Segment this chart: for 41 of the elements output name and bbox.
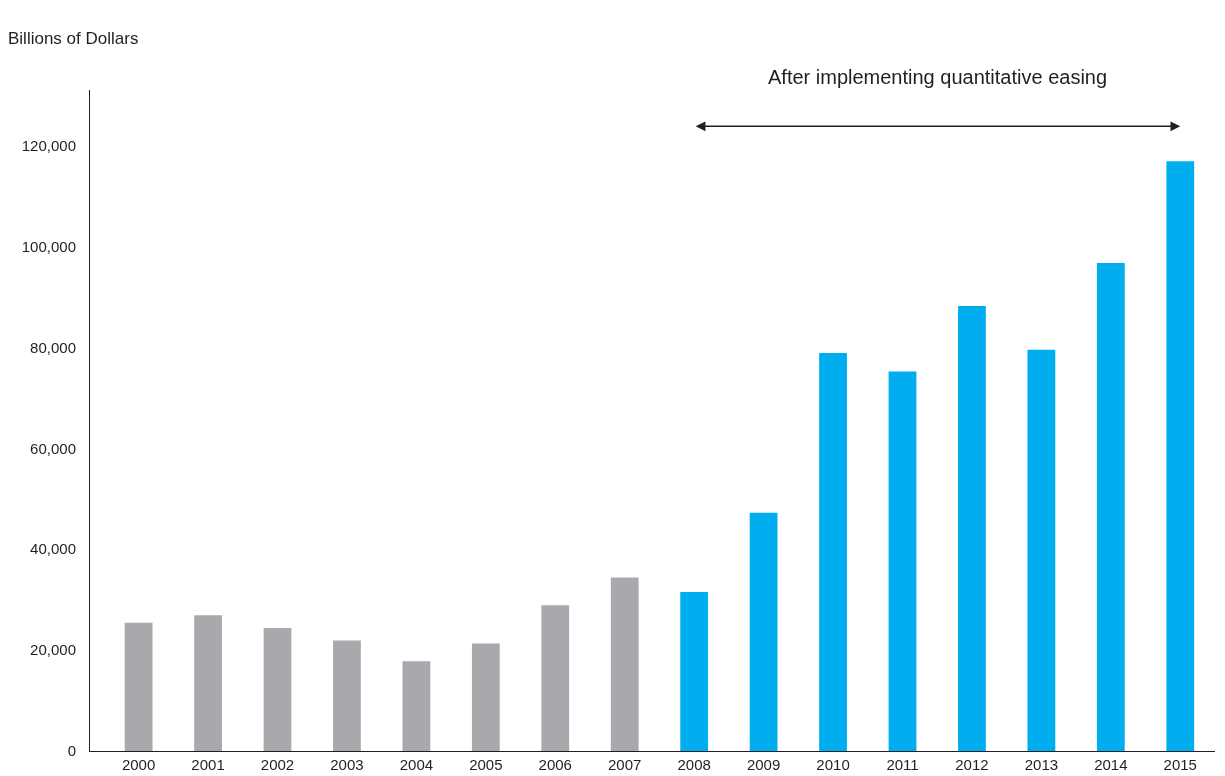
x-tick-label: 2010 (816, 756, 850, 773)
x-tick-label: 2003 (330, 756, 364, 773)
bar (749, 512, 778, 751)
x-tick-label: 2014 (1094, 756, 1128, 773)
bar (194, 615, 222, 751)
x-tick-label: 2004 (399, 756, 434, 773)
bar (1027, 349, 1056, 751)
x-tick-label: 2000 (121, 756, 156, 773)
x-tick-label: 2005 (469, 756, 503, 773)
x-tick-label: 2009 (746, 756, 781, 773)
bar (541, 605, 570, 751)
x-tick-label: 2012 (955, 756, 989, 773)
bar (680, 592, 709, 751)
bar (958, 305, 986, 751)
y-tick-label: 100,000 (21, 237, 76, 255)
x-tick-label: 2007 (608, 756, 642, 773)
bar (333, 640, 361, 751)
bar (819, 352, 847, 751)
bar (402, 661, 431, 751)
bar (124, 622, 153, 751)
x-tick-label: 2011 (886, 756, 919, 773)
bar (888, 371, 917, 751)
x-tick-label: 2002 (260, 756, 295, 773)
text: After implementing quantitative easing (768, 66, 1108, 88)
bar (1166, 161, 1195, 751)
y-axis-title: Billions of Dollars (8, 29, 139, 48)
y-tick-label: 0 (67, 742, 76, 760)
x-tick-label: 2008 (677, 756, 711, 773)
x-tick-label: 2015 (1163, 756, 1197, 773)
bar (471, 643, 500, 751)
bar (263, 627, 292, 751)
y-tick-label: 80,000 (30, 338, 76, 356)
x-tick-label: 2001 (191, 756, 225, 773)
y-tick-label: 40,000 (30, 540, 76, 558)
y-tick-label: 120,000 (21, 136, 76, 154)
y-tick-label: 60,000 (30, 439, 76, 457)
x-tick-label: 2013 (1024, 756, 1059, 773)
y-tick-label: 20,000 (30, 641, 76, 659)
bar (1096, 263, 1125, 751)
bar (610, 577, 639, 751)
x-tick-label: 2006 (538, 756, 572, 773)
